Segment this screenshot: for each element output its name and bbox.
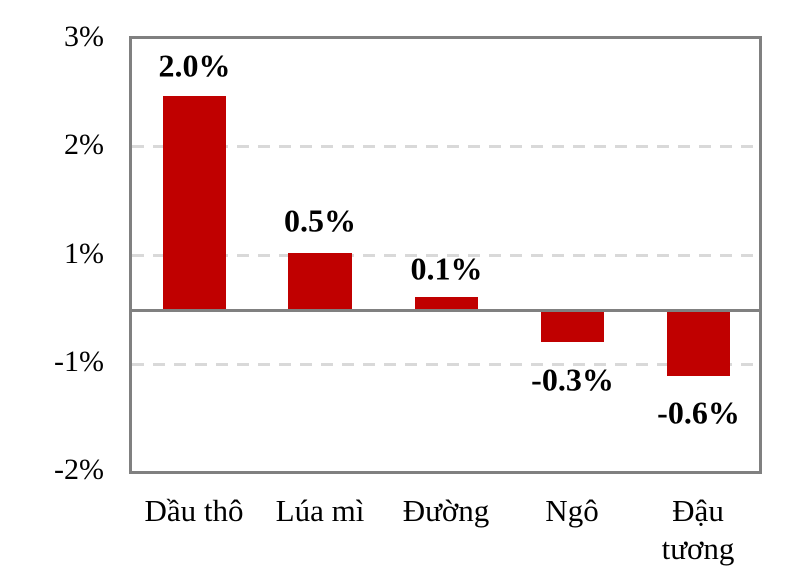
bar-value-label: 0.1% <box>410 250 483 287</box>
y-tick-label: -2% <box>54 453 104 486</box>
gridline <box>132 363 759 366</box>
bar <box>415 297 478 310</box>
gridline <box>132 145 759 148</box>
category-label: Lúa mì <box>275 493 365 528</box>
bar <box>541 311 604 342</box>
bar-value-label: -0.6% <box>657 394 740 431</box>
gridline <box>132 254 759 257</box>
bar-value-label: 2.0% <box>158 47 231 84</box>
bar <box>288 253 352 310</box>
category-label: Đường <box>402 493 490 528</box>
category-label: Dầu thô <box>144 493 244 528</box>
category-label: Đậu tương <box>661 493 735 566</box>
plot-border <box>129 36 762 474</box>
category-label: Ngô <box>545 493 599 528</box>
bar-value-label: -0.3% <box>531 361 614 398</box>
y-tick-label: -1% <box>54 345 104 378</box>
y-tick-label: 2% <box>64 128 104 161</box>
zero-axis-line <box>132 309 759 312</box>
y-tick-label: 1% <box>64 237 104 270</box>
bar <box>667 311 730 376</box>
bar <box>163 96 226 310</box>
bar-value-label: 0.5% <box>284 202 356 239</box>
y-tick-label: 3% <box>64 20 104 53</box>
